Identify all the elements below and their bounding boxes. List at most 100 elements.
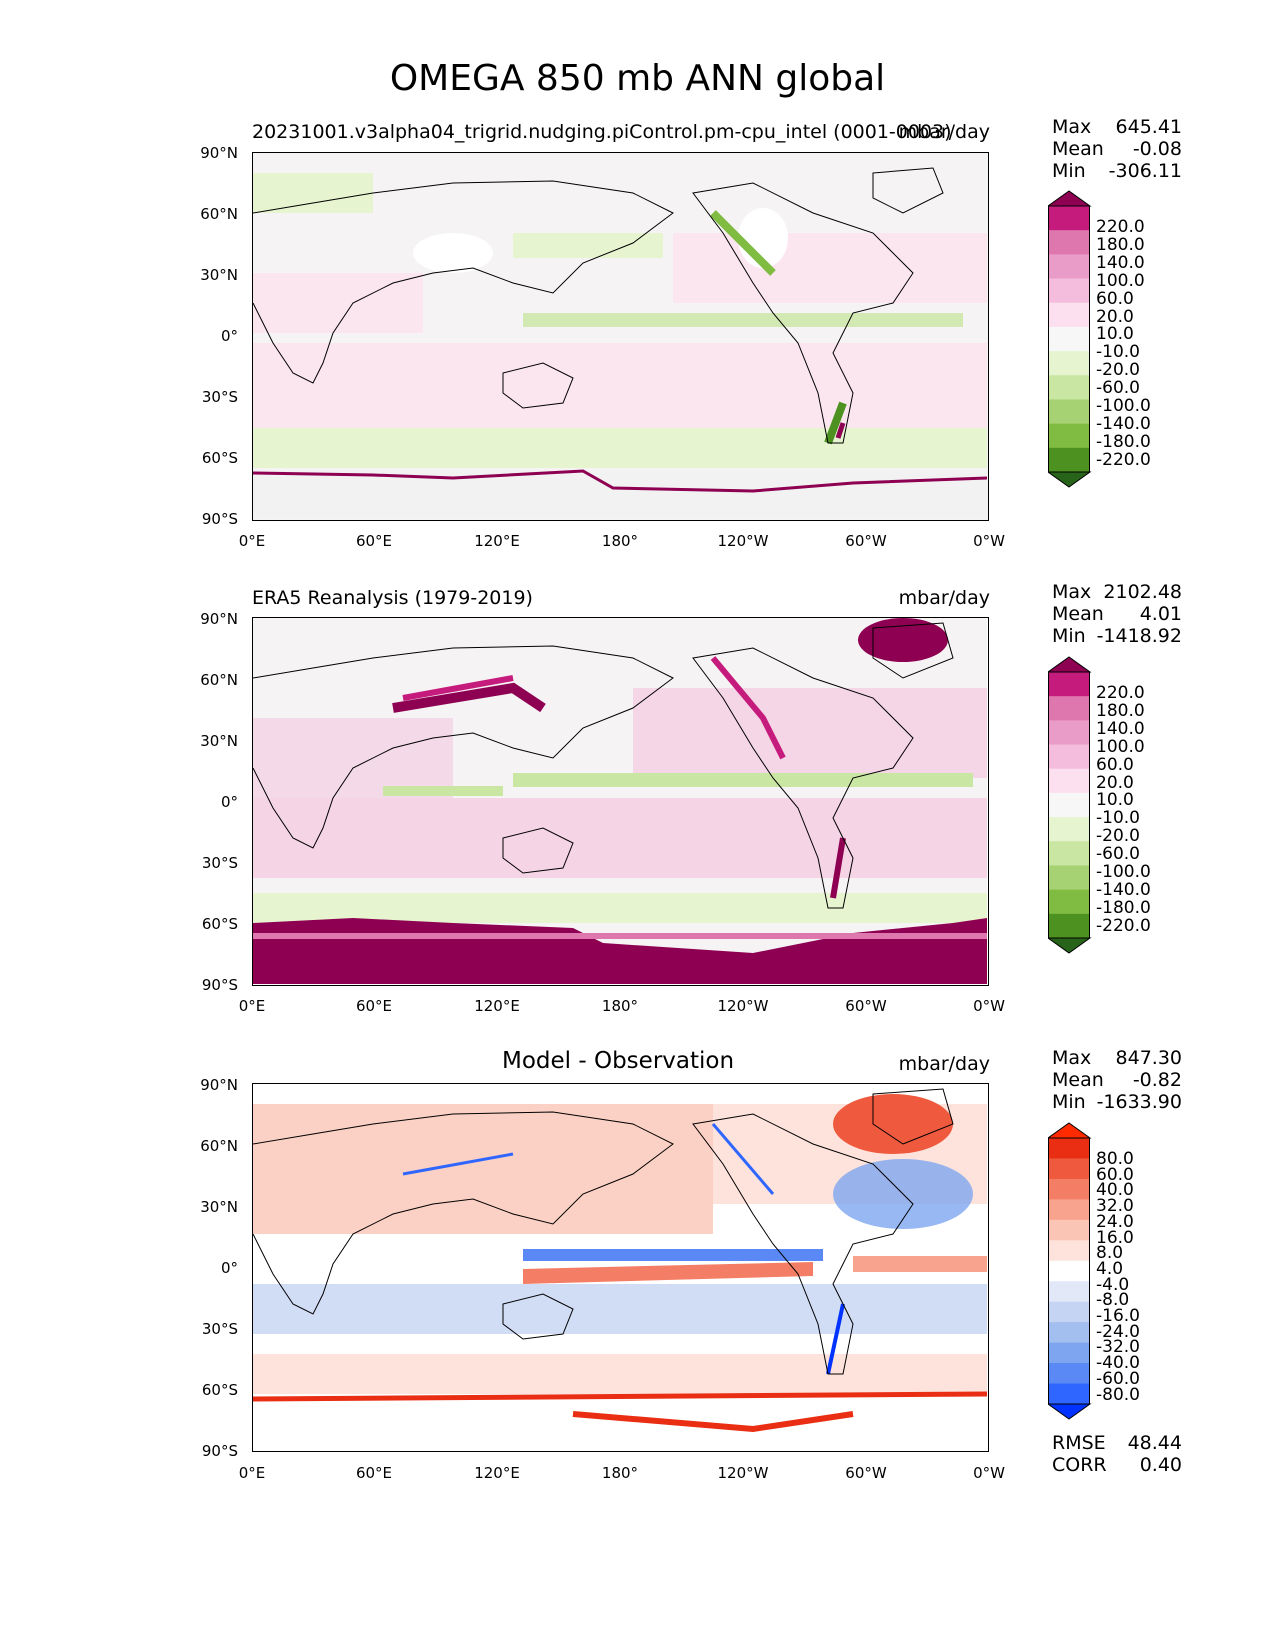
lon-label: 120°W: [717, 997, 769, 1015]
colorbar-tick-label: 100.0: [1096, 270, 1145, 291]
stat-value: 847.30: [1115, 1047, 1182, 1069]
lon-label: 120°W: [717, 532, 769, 550]
stat-value: -1633.90: [1096, 1091, 1182, 1113]
lon-label: 120°E: [474, 1464, 520, 1482]
colorbar-swatch: [1048, 1240, 1090, 1262]
lat-label: 0°: [220, 1259, 238, 1277]
stat-mean-observation: Mean 4.01: [1052, 603, 1182, 625]
colorbar-tick-label: 10.0: [1096, 790, 1134, 811]
stat-label: RMSE: [1052, 1432, 1106, 1454]
colorbar-extend-top: [1048, 1122, 1092, 1139]
stat-rmse: RMSE 48.44: [1052, 1432, 1182, 1454]
colorbar-tick-label: 8.0: [1096, 1243, 1124, 1264]
lon-label: 60°E: [355, 532, 393, 550]
lon-label: 0°W: [973, 997, 1005, 1015]
lat-label: 60°N: [200, 205, 238, 223]
colorbar-tick-label: -100.0: [1096, 862, 1151, 882]
stat-label: CORR: [1052, 1454, 1107, 1476]
map-observation: [252, 617, 989, 986]
colorbar-swatch: [1048, 326, 1090, 352]
colorbar-extend-bottom: [1048, 1403, 1092, 1420]
colorbar-tick-label: 220.0: [1096, 217, 1145, 237]
colorbar-tick-label: -10.0: [1096, 808, 1140, 829]
colorbar-tick-label: 100.0: [1096, 736, 1145, 757]
colorbar-frame: [1048, 1137, 1090, 1405]
colorbar-frame: [1048, 205, 1090, 473]
stat-value: -0.08: [1132, 138, 1182, 160]
lon-label: 0°W: [973, 1464, 1005, 1482]
colorbar-frame: [1048, 671, 1090, 939]
colorbar-swatch: [1048, 1178, 1090, 1200]
stat-label: Mean: [1052, 603, 1104, 625]
lon-label: 60°E: [355, 1464, 393, 1482]
colorbar-swatch: [1048, 1199, 1090, 1221]
stat-min-difference: Min -1633.90: [1052, 1091, 1182, 1113]
colorbar-tick-label: 24.0: [1096, 1211, 1134, 1232]
colorbar-swatch: [1048, 1260, 1090, 1282]
colorbar-tick-label: 4.0: [1096, 1258, 1124, 1279]
lat-label: 90°S: [201, 1442, 238, 1460]
colorbar-swatch: [1048, 230, 1090, 255]
colorbar-tick-label: -24.0: [1096, 1321, 1140, 1342]
stat-label: Max: [1052, 116, 1092, 138]
lat-label: 90°N: [200, 1076, 238, 1094]
stat-label: Max: [1052, 581, 1092, 603]
colorbar-swatch: [1048, 1363, 1090, 1385]
colorbar-tick-label: -60.0: [1096, 844, 1140, 865]
colorbar-tick-label: 16.0: [1096, 1227, 1134, 1248]
lat-label: 0°: [220, 327, 238, 345]
colorbar-swatch: [1048, 817, 1090, 842]
colorbar-tick-label: 140.0: [1096, 718, 1145, 739]
colorbar-extend-top: [1048, 656, 1092, 673]
stat-max-difference: Max 847.30: [1052, 1047, 1182, 1069]
colorbar-tick-label: 220.0: [1096, 683, 1145, 703]
colorbar-tick-label: 32.0: [1096, 1196, 1134, 1217]
lon-label: 60°E: [355, 997, 393, 1015]
colorbar-tick-label: -40.0: [1096, 1353, 1140, 1374]
colorbar-tick-label: -180.0: [1096, 431, 1151, 452]
colorbar-tick-label: -10.0: [1096, 342, 1140, 363]
colorbar-tick-label: -16.0: [1096, 1306, 1140, 1326]
lat-label: 60°S: [201, 1381, 238, 1399]
colorbar-swatch: [1048, 423, 1090, 449]
colorbar-tick-label: -8.0: [1096, 1290, 1130, 1311]
stat-label: Min: [1052, 160, 1086, 182]
colorbar-difference: [1048, 1122, 1092, 1420]
lat-label: 0°: [220, 793, 238, 811]
map-model: [252, 152, 989, 521]
colorbar-swatch: [1048, 399, 1090, 425]
colorbar-swatch: [1048, 720, 1090, 746]
stat-corr: CORR 0.40: [1052, 1454, 1182, 1476]
units-label-difference: mbar/day: [898, 1053, 990, 1075]
units-label-model: mbar/day: [898, 121, 990, 143]
colorbar-swatch: [1048, 792, 1090, 818]
colorbar-swatch: [1048, 351, 1090, 376]
colorbar-tick-label: -140.0: [1096, 879, 1151, 900]
colorbar-tick-label: 10.0: [1096, 324, 1134, 345]
colorbar-swatch: [1048, 1281, 1090, 1303]
colorbar-tick-label: -220.0: [1096, 915, 1151, 936]
lon-label: 60°W: [845, 1464, 887, 1482]
stat-value: 2102.48: [1103, 581, 1182, 603]
stat-min-observation: Min -1418.92: [1052, 625, 1182, 647]
lat-label: 60°N: [200, 671, 238, 689]
stat-label: Mean: [1052, 1069, 1104, 1091]
colorbar-tick-label: -220.0: [1096, 449, 1151, 470]
colorbar-tick-label: 20.0: [1096, 772, 1134, 793]
colorbar-tick-label: 20.0: [1096, 306, 1134, 327]
lon-label: 180°: [601, 532, 639, 550]
colorbar-swatch: [1048, 889, 1090, 915]
colorbar-swatch: [1048, 744, 1090, 770]
lon-label: 180°: [601, 1464, 639, 1482]
lon-label: 0°E: [238, 1464, 266, 1482]
stat-mean-model: Mean -0.08: [1052, 138, 1182, 160]
colorbar-tick-label: -60.0: [1096, 1368, 1140, 1389]
lon-label: 120°W: [717, 1464, 769, 1482]
colorbar-tick-label: -80.0: [1096, 1384, 1140, 1405]
colorbar-tick-label: 60.0: [1096, 288, 1134, 309]
colorbar-tick-label: 60.0: [1096, 754, 1134, 775]
stat-value: -306.11: [1108, 160, 1182, 182]
stat-value: -0.82: [1132, 1069, 1182, 1091]
colorbar-swatch: [1048, 696, 1090, 721]
colorbar-swatch: [1048, 865, 1090, 891]
